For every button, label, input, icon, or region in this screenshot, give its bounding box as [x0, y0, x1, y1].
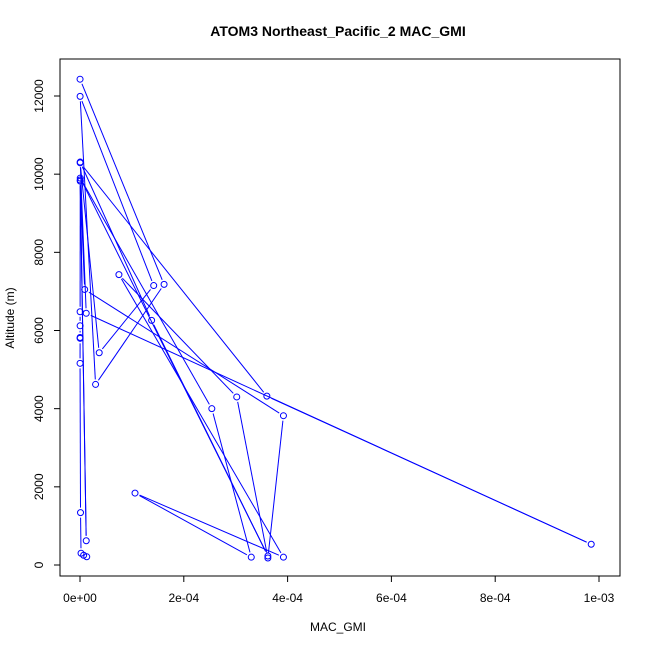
data-point [233, 393, 241, 401]
series-segment [90, 314, 587, 543]
y-tick-label: 8000 [32, 239, 46, 266]
series-segment [88, 291, 280, 414]
series-segment [82, 182, 210, 405]
data-point [76, 308, 84, 316]
series-segment [81, 83, 163, 280]
series-segment [79, 167, 87, 309]
data-point [115, 271, 123, 279]
data-point [208, 405, 216, 413]
data-point [76, 359, 84, 367]
chart-title: ATOM3 Northeast_Pacific_2 MAC_GMI [210, 23, 465, 39]
data-point [81, 285, 89, 293]
x-tick-label: 2e-04 [168, 591, 199, 605]
series-segment [79, 186, 87, 536]
data-point [76, 92, 84, 100]
data-point [82, 309, 90, 317]
data-point [279, 553, 287, 561]
series-segment [97, 288, 162, 381]
data-point [76, 177, 84, 185]
series-segment [139, 495, 248, 556]
series-segment [82, 182, 267, 552]
series-segment [82, 166, 265, 393]
series-segment [81, 100, 153, 282]
data-point [160, 280, 168, 288]
x-tick-label: 4e-04 [272, 591, 303, 605]
data-point [76, 158, 84, 166]
y-axis: 0 2000 4000 6000 8000 10000 12000 [32, 79, 61, 568]
series-points [76, 75, 595, 562]
data-point [76, 334, 84, 342]
data-point [95, 349, 103, 357]
y-axis-label: Altitude (m) [3, 287, 17, 348]
data-point [83, 553, 91, 561]
data-point [76, 75, 84, 83]
data-point [92, 380, 100, 388]
series-segment [237, 401, 268, 554]
y-tick-label: 10000 [32, 157, 46, 191]
y-tick-label: 12000 [32, 79, 46, 113]
x-tick-label: 8e-04 [480, 591, 511, 605]
series-segment [267, 420, 284, 554]
x-tick-label: 1e-03 [584, 591, 615, 605]
series-segment [212, 413, 251, 553]
data-point [264, 552, 272, 560]
data-point [264, 554, 272, 562]
y-tick-label: 4000 [32, 395, 46, 422]
series-lines [79, 83, 587, 556]
series-segment [122, 277, 234, 394]
y-tick-label: 2000 [32, 473, 46, 500]
data-point [131, 489, 139, 497]
series-segment [121, 278, 282, 554]
x-tick-label: 0e+00 [63, 591, 97, 605]
data-point [82, 537, 90, 545]
data-point [148, 316, 156, 324]
x-axis: 0e+00 2e-04 4e-04 6e-04 8e-04 1e-03 [63, 575, 615, 605]
series-segment [139, 494, 280, 556]
data-point [279, 412, 287, 420]
data-point [150, 282, 158, 290]
data-point [247, 553, 255, 561]
x-tick-label: 6e-04 [376, 591, 407, 605]
y-tick-label: 0 [32, 561, 46, 568]
y-tick-label: 6000 [32, 317, 46, 344]
data-point [587, 540, 595, 548]
data-point [76, 322, 84, 330]
data-point [77, 509, 85, 517]
x-axis-label: MAC_GMI [310, 620, 366, 634]
data-point [263, 392, 271, 400]
